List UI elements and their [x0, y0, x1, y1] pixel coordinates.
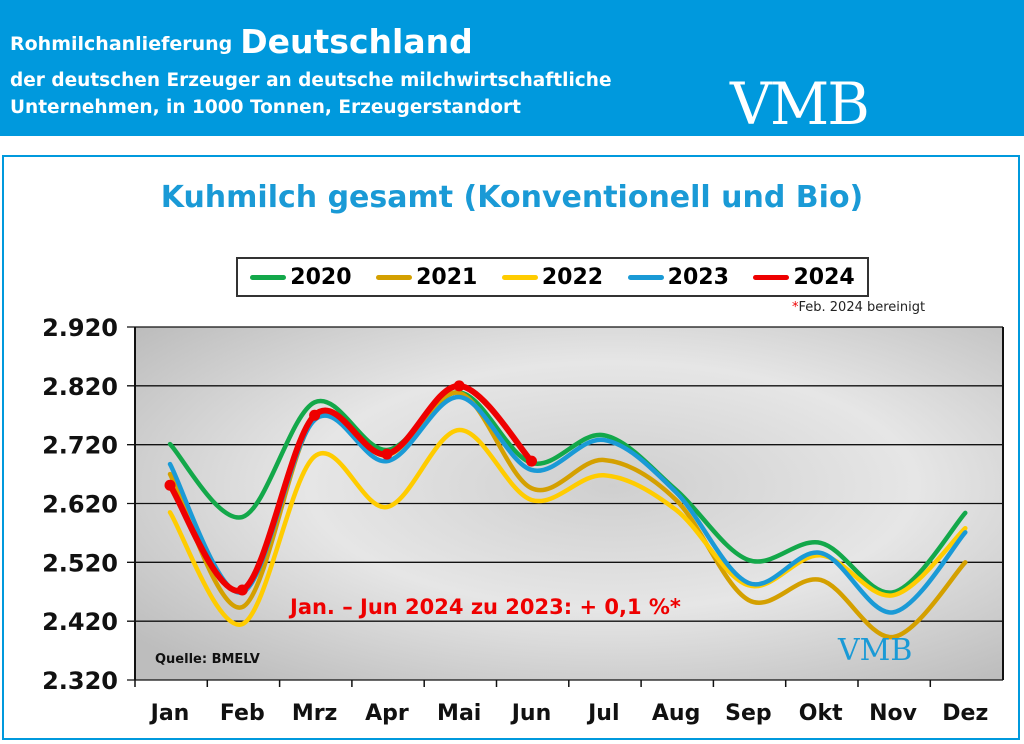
- y-tick-label: 2.920: [42, 314, 118, 342]
- source-label: Quelle: BMELV: [155, 652, 260, 667]
- legend-item-2021: 2021: [376, 265, 477, 290]
- y-tick-label: 2.720: [42, 432, 118, 460]
- header-line2: der deutschen Erzeuger an deutsche milch…: [10, 70, 612, 91]
- legend-item-2022: 2022: [501, 264, 604, 290]
- x-tick-label: Aug: [652, 701, 700, 726]
- data-point-2024: [236, 584, 248, 596]
- legend-swatch: [627, 274, 664, 280]
- series-line-2020: [167, 390, 968, 595]
- legend-label: 2022: [541, 264, 604, 290]
- legend-item-2023: 2023: [627, 264, 729, 290]
- data-point-2024: [381, 448, 393, 460]
- chart-frame: [2, 155, 1020, 740]
- x-tick-label: Mrz: [292, 701, 338, 726]
- x-tick-label: Nov: [869, 701, 918, 726]
- y-tick-label: 2.620: [42, 491, 118, 519]
- legend-swatch: [501, 274, 538, 280]
- header-text: Rohmilchanlieferung: [10, 33, 233, 55]
- x-tick-label: Apr: [365, 701, 409, 726]
- x-tick-label: Okt: [799, 701, 843, 726]
- legend-item-2024: 2024: [753, 264, 855, 290]
- legend-item-2020: 2020: [250, 264, 352, 290]
- header-line1: Rohmilchanlieferung Deutschland: [10, 22, 473, 61]
- x-tick-label: Mai: [437, 701, 481, 726]
- series-line-2022: [167, 427, 968, 627]
- data-point-2024: [453, 380, 465, 392]
- x-tick-label: Feb: [220, 701, 265, 726]
- header-banner: Rohmilchanlieferung Deutschland der deuts…: [0, 0, 1024, 138]
- footnote-text: Feb. 2024 bereinigt: [798, 300, 926, 315]
- footnote: *Feb. 2024 bereinigt: [792, 300, 925, 315]
- footnote-star: *: [792, 300, 799, 315]
- data-point-2024: [526, 455, 537, 467]
- header-line3: Unternehmen, in 1000 Tonnen, Erzeugersta…: [10, 97, 521, 118]
- x-tick-label: Jun: [510, 701, 552, 726]
- legend: 2020 2021 2022 2023 2024: [236, 257, 869, 297]
- legend-label: 2020: [290, 264, 352, 290]
- watermark-logo: VMB: [837, 633, 912, 668]
- x-tick-label: Jan: [149, 701, 190, 726]
- data-point-2024: [164, 479, 176, 491]
- x-tick-label: Dez: [942, 701, 988, 726]
- x-tick-label: Sep: [725, 701, 772, 726]
- legend-label: 2021: [416, 264, 478, 290]
- annotation: Jan. – Jun 2024 zu 2023: + 0,1 %*: [288, 595, 681, 619]
- header-country: Deutschland: [240, 22, 473, 61]
- vmb-logo: VMB: [730, 70, 870, 138]
- legend-swatch: [376, 274, 413, 280]
- y-tick-label: 2.820: [42, 373, 118, 401]
- x-tick-label: Jul: [586, 701, 619, 726]
- y-tick-label: 2.420: [42, 608, 118, 636]
- data-point-2024: [309, 409, 321, 421]
- legend-label: 2024: [793, 264, 855, 290]
- y-tick-label: 2.520: [42, 549, 118, 577]
- legend-label: 2023: [667, 264, 729, 290]
- y-tick-label: 2.320: [42, 667, 118, 695]
- legend-swatch: [753, 274, 790, 280]
- legend-swatch: [250, 274, 287, 280]
- chart-title: Kuhmilch gesamt (Konventionell und Bio): [160, 180, 864, 215]
